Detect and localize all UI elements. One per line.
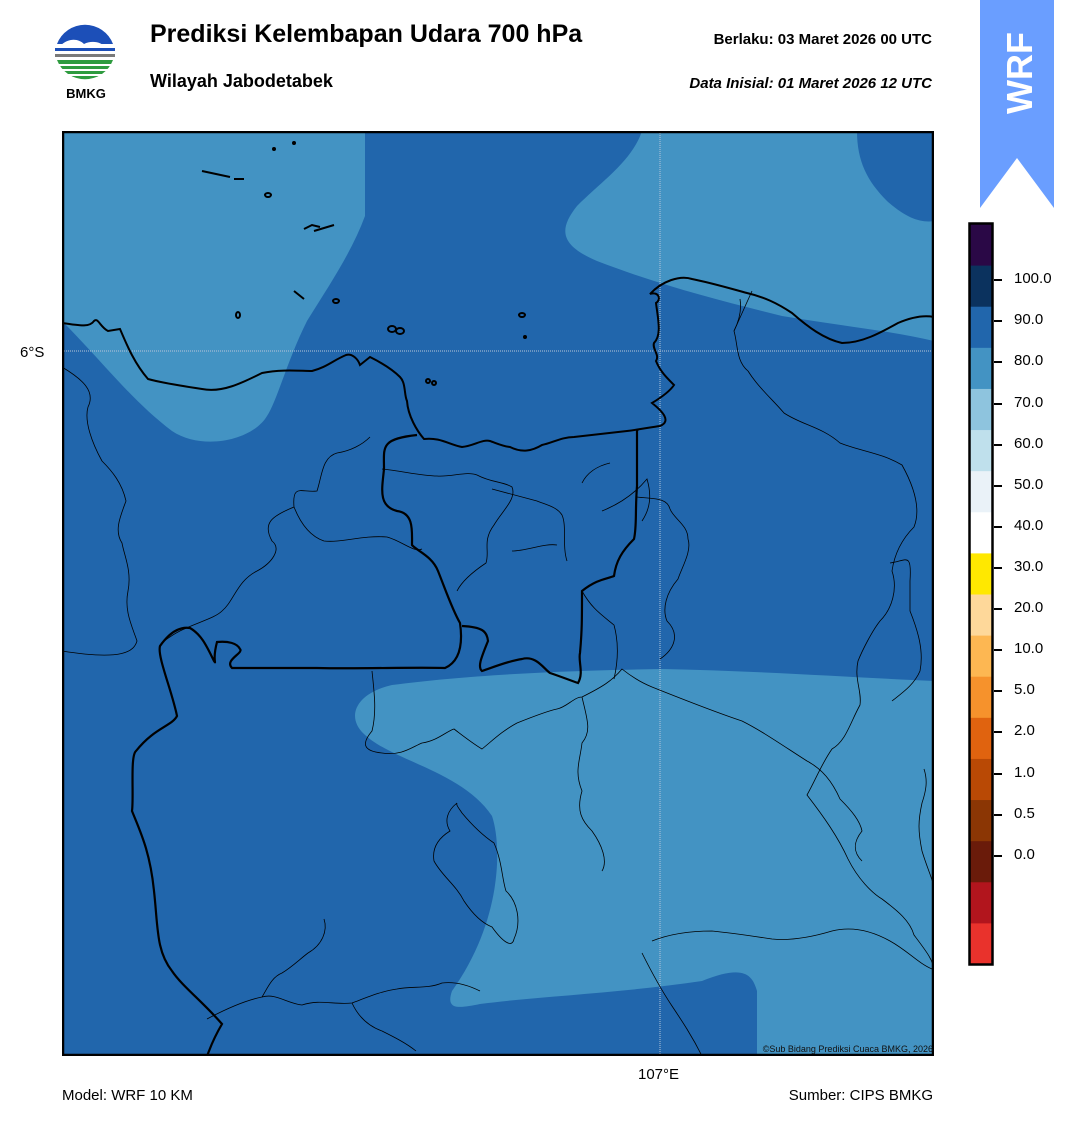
province-boundary — [130, 428, 639, 1057]
colorbar-segment — [970, 306, 992, 348]
bmkg-logo-icon — [48, 20, 124, 104]
copyright-note: ©Sub Bidang Prediksi Cuaca BMKG, 2026 — [762, 1044, 933, 1054]
colorbar-tick-label: 100.0 — [1014, 270, 1052, 288]
colorbar-segment — [970, 470, 992, 513]
colorbar-tick — [994, 608, 1002, 611]
map-frame — [61, 130, 935, 1057]
colorbar-tick — [994, 361, 1002, 364]
colorbar-tick — [994, 525, 1002, 528]
model-label: Model: WRF 10 KM — [62, 1087, 193, 1104]
colorbar-tick — [994, 813, 1002, 816]
colorbar-segment — [970, 635, 992, 677]
colorbar-frame — [968, 222, 994, 966]
colorbar-segment — [970, 799, 992, 842]
humidity-colorbar — [968, 222, 994, 966]
humidity-zone-70-80-northeast — [565, 131, 934, 341]
district-boundaries — [61, 290, 935, 1057]
colorbar-tick — [994, 690, 1002, 693]
colorbar-tick-label: 0.5 — [1014, 804, 1035, 822]
colorbar-segment — [970, 676, 992, 718]
valid-time: Berlaku: 03 Maret 2026 00 UTC — [713, 31, 932, 48]
colorbar-segment — [970, 429, 992, 472]
colorbar-segment — [970, 717, 992, 759]
latitude-label: 6°S — [20, 344, 45, 361]
colorbar-tick — [994, 731, 1002, 734]
colorbar-segment — [970, 347, 992, 389]
colorbar-tick — [994, 320, 1002, 323]
colorbar-tick-label: 0.0 — [1014, 845, 1035, 863]
colorbar-tick-label: 50.0 — [1014, 475, 1044, 493]
page-subtitle: Wilayah Jabodetabek — [150, 71, 333, 91]
colorbar-tick-label: 90.0 — [1014, 311, 1044, 329]
humidity-map — [61, 130, 935, 1057]
colorbar-segment — [970, 388, 992, 431]
colorbar-tick — [994, 484, 1002, 487]
page-title: Prediksi Kelembapan Udara 700 hPa — [150, 20, 583, 48]
colorbar-segment — [970, 922, 992, 965]
colorbar-tick-label: 60.0 — [1014, 434, 1044, 452]
colorbar-tick — [994, 443, 1002, 446]
colorbar-tick — [994, 402, 1002, 405]
colorbar-segment — [970, 758, 992, 801]
initial-time: Data Inisial: 01 Maret 2026 12 UTC — [689, 75, 932, 92]
colorbar-segment — [970, 881, 992, 924]
colorbar-tick — [994, 567, 1002, 569]
colorbar-segment — [970, 594, 992, 636]
colorbar-tick-label: 30.0 — [1014, 558, 1044, 575]
colorbar-tick-label: 10.0 — [1014, 640, 1044, 658]
colorbar-tick — [994, 772, 1002, 775]
colorbar-segment — [970, 552, 992, 595]
longitude-label: 107°E — [638, 1066, 680, 1083]
colorbar-segment — [970, 224, 992, 266]
thousand-islands — [201, 141, 527, 386]
colorbar-tick-label: 5.0 — [1014, 681, 1035, 699]
logo-label: BMKG — [66, 86, 106, 101]
colorbar-tick — [994, 649, 1002, 652]
colorbar-tick-label: 70.0 — [1014, 393, 1044, 411]
wrf-badge: WRF — [980, 0, 1054, 210]
colorbar-tick-label: 40.0 — [1014, 516, 1044, 534]
wrf-badge-label: WRF — [999, 32, 1040, 114]
colorbar-segment — [970, 265, 992, 307]
humidity-zone-70-80-south — [355, 669, 934, 1056]
coastline-west-java — [61, 276, 935, 452]
colorbar-segment — [970, 840, 992, 883]
colorbar-tick — [994, 854, 1002, 857]
source-label: Sumber: CIPS BMKG — [788, 1087, 933, 1104]
colorbar-segment — [970, 511, 992, 554]
colorbar-tick — [994, 279, 1002, 282]
colorbar-tick-label: 20.0 — [1014, 599, 1044, 617]
colorbar-tick-label: 80.0 — [1014, 352, 1044, 370]
colorbar-tick-label: 1.0 — [1014, 763, 1035, 781]
colorbar-tick-label: 2.0 — [1014, 722, 1035, 740]
